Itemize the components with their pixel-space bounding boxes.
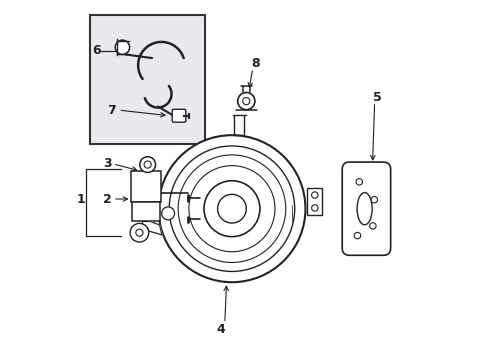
Circle shape — [217, 194, 246, 223]
Bar — [130, 171, 161, 202]
Circle shape — [311, 205, 317, 211]
Circle shape — [162, 207, 174, 220]
Text: 1: 1 — [77, 193, 85, 206]
Circle shape — [188, 166, 274, 252]
Text: 8: 8 — [250, 57, 259, 70]
Bar — [90, 15, 204, 144]
Circle shape — [144, 161, 151, 168]
Circle shape — [311, 192, 317, 198]
FancyBboxPatch shape — [172, 109, 185, 122]
Ellipse shape — [356, 193, 371, 225]
Text: 6: 6 — [92, 44, 101, 57]
Text: 4: 4 — [216, 323, 225, 336]
Circle shape — [136, 229, 142, 236]
Circle shape — [370, 197, 377, 203]
Text: 5: 5 — [372, 91, 381, 104]
Circle shape — [115, 40, 129, 54]
Bar — [306, 188, 321, 215]
Circle shape — [203, 181, 260, 237]
Circle shape — [140, 157, 155, 172]
Circle shape — [130, 224, 148, 242]
Circle shape — [369, 223, 375, 229]
Circle shape — [237, 93, 254, 110]
Circle shape — [158, 135, 305, 282]
Circle shape — [353, 232, 360, 239]
Bar — [142, 221, 150, 228]
Circle shape — [355, 179, 362, 185]
Text: 3: 3 — [103, 157, 112, 170]
Text: 2: 2 — [103, 193, 112, 206]
Text: 7: 7 — [107, 104, 116, 117]
Circle shape — [242, 98, 249, 105]
Polygon shape — [149, 221, 162, 235]
Bar — [131, 202, 160, 221]
FancyBboxPatch shape — [342, 162, 390, 255]
Circle shape — [169, 146, 294, 271]
Circle shape — [178, 155, 285, 262]
